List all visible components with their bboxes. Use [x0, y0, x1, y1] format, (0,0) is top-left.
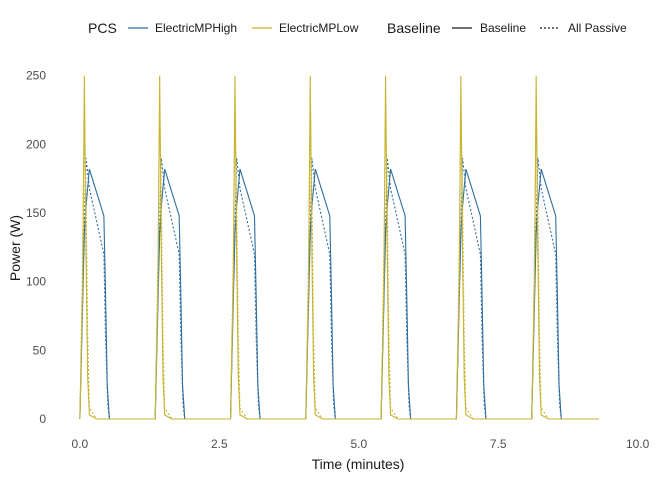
series-line-electricmplow-all-passive	[79, 110, 599, 420]
legend-color-title: PCS	[88, 20, 117, 36]
y-tick-label: 100	[26, 275, 46, 289]
x-tick-label: 7.5	[490, 437, 507, 451]
y-axis-title: Power (W)	[7, 215, 23, 281]
legend-label-baseline: Baseline	[480, 21, 526, 35]
y-tick-label: 250	[26, 69, 46, 83]
x-axis-title: Time (minutes)	[312, 456, 405, 472]
y-tick-label: 150	[26, 206, 46, 220]
series-line-electricmphigh-all-passive	[79, 158, 599, 420]
x-axis-ticks: 0.0 2.5 5.0 7.5 10.0	[72, 437, 650, 451]
y-axis-ticks: 0 50 100 150 200 250	[26, 69, 46, 426]
legend-linetype-title: Baseline	[387, 20, 441, 36]
legend: PCS ElectricMPHigh ElectricMPLow Baselin…	[88, 20, 627, 36]
y-tick-label: 50	[33, 343, 47, 357]
x-tick-label: 10.0	[626, 437, 650, 451]
y-tick-label: 0	[39, 412, 46, 426]
series-layer	[79, 75, 599, 420]
x-tick-label: 5.0	[350, 437, 367, 451]
series-line-electricmplow-baseline	[79, 75, 599, 420]
y-tick-label: 200	[26, 137, 46, 151]
legend-label-all-passive: All Passive	[568, 21, 627, 35]
x-tick-label: 2.5	[211, 437, 228, 451]
legend-label-electricmphigh: ElectricMPHigh	[155, 21, 237, 35]
x-tick-label: 0.0	[72, 437, 89, 451]
legend-label-electricmplow: ElectricMPLow	[279, 21, 359, 35]
